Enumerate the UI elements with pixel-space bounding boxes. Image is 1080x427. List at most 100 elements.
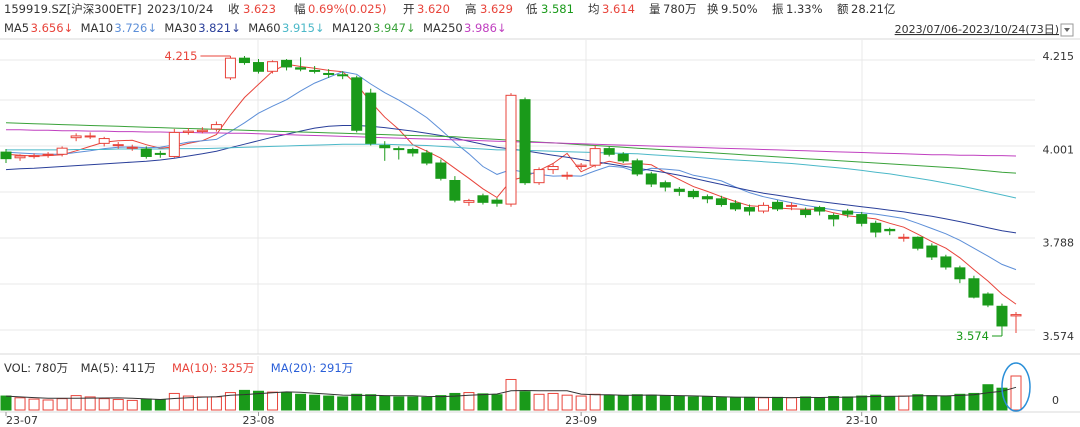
candle-body (295, 67, 307, 70)
candle-body (196, 129, 208, 133)
volume-bar (842, 396, 854, 411)
candle-body (168, 131, 180, 157)
open-value: 3.620 (417, 2, 450, 16)
vol-legend-item: VOL: 780万 (4, 361, 68, 375)
volume-bar (603, 394, 615, 411)
volume-bar (491, 394, 503, 411)
volume-bar (449, 392, 461, 411)
volume-bar (1010, 375, 1022, 411)
candle-body (84, 135, 96, 138)
volume-bar (814, 397, 826, 411)
volume-bar (715, 396, 727, 411)
candle-body (982, 293, 994, 306)
volume-bar (323, 395, 335, 411)
volume-bar (828, 395, 840, 411)
volume-bar (154, 399, 166, 411)
volume-bar (281, 392, 293, 411)
avg-label: 均 (588, 2, 600, 16)
candle-body (547, 166, 559, 171)
candle-body (645, 173, 657, 185)
amount-label: 额 (837, 2, 849, 16)
volume-bar (393, 396, 405, 411)
ma-legend-label: MA30 (164, 21, 196, 35)
candle-body (210, 124, 222, 130)
volume-bar (940, 395, 952, 411)
candle-body (575, 164, 587, 168)
candle-body (449, 179, 461, 201)
candle-body (182, 130, 194, 133)
x-tick-label: 23-08 (243, 414, 275, 427)
date-range[interactable]: 2023/07/06-2023/10/24(73日) (895, 23, 1059, 36)
volume-bar (379, 395, 391, 411)
volume-bar (898, 395, 910, 411)
candle-body (491, 199, 503, 204)
amplitude-value: 1.33% (786, 2, 823, 16)
volume-bar (589, 393, 601, 411)
volume-bar (210, 396, 222, 411)
volume-bar (926, 395, 938, 411)
vol-legend-item: MA(5): 411万 (81, 361, 156, 375)
candle-body (673, 188, 685, 192)
vol-legend-item: MA(20): 291万 (271, 361, 353, 375)
volume-bar (140, 398, 152, 411)
volume-bar (295, 393, 307, 411)
volume-value: 780万 (663, 2, 696, 16)
volume-bar (575, 395, 587, 411)
ma-legend-value: 3.656↓ (31, 21, 74, 35)
candle-body (912, 236, 924, 249)
trade-date: 2023/10/24 (147, 2, 213, 16)
candle-body (786, 204, 798, 207)
candle-body (0, 151, 12, 160)
candle-body (533, 169, 545, 184)
candle-body (281, 59, 293, 68)
volume-bar (617, 395, 629, 411)
security-code: 159919.SZ[沪深300ETF] (4, 2, 142, 16)
ma-legend-value: 3.947↓ (373, 21, 416, 35)
candle-body (379, 145, 391, 149)
volume-bar (631, 394, 643, 411)
volume-bar (912, 394, 924, 411)
candle-body (238, 57, 250, 64)
candle-body (365, 92, 377, 144)
ma-legend-value: 3.821↓ (198, 21, 241, 35)
candle-body (112, 144, 124, 147)
candle-body (926, 245, 938, 258)
volume-bar (463, 392, 475, 411)
volume-ma-line (5, 386, 1017, 401)
ma-legend-label: MA5 (4, 21, 29, 35)
price-axis: 4.215 4.001 3.788 3.574 (1043, 50, 1075, 343)
candle-body (743, 207, 755, 212)
volume-bar (477, 393, 489, 411)
candle-body (631, 160, 643, 175)
volume-bar (856, 395, 868, 411)
candle-body (477, 195, 489, 203)
ma-legend-label: MA120 (332, 21, 372, 35)
candle-body (421, 152, 433, 164)
ma-legend-label: MA10 (81, 21, 113, 35)
candle-body (898, 236, 910, 239)
volume-bar (772, 396, 784, 411)
volume-tick-label: 0 (1052, 394, 1059, 407)
candle-body (687, 190, 699, 198)
volume-bar (435, 395, 447, 411)
vol-legend: VOL: 780万 MA(5): 411万 MA(10): 325万 MA(20): … (4, 361, 353, 375)
candle-body (996, 305, 1008, 327)
amplitude-label: 振 (772, 2, 784, 16)
candle-body (968, 278, 980, 298)
x-axis: 23-07 23-08 23-09 23-10 (0, 411, 1080, 427)
price-tick-label: 4.215 (1043, 50, 1075, 63)
low-value: 3.581 (541, 2, 574, 16)
volume-bar (196, 396, 208, 411)
min-label: 3.574 (956, 329, 989, 343)
volume-bar (14, 397, 26, 411)
volume-bar (238, 389, 250, 411)
volume-bar (533, 393, 545, 411)
candle-body (519, 99, 531, 184)
volume-bar (673, 395, 685, 411)
volume-bar (28, 398, 40, 411)
candle-body (154, 152, 166, 155)
volume-bar (182, 395, 194, 411)
candle-body (267, 61, 279, 72)
volume-bar (309, 394, 321, 411)
